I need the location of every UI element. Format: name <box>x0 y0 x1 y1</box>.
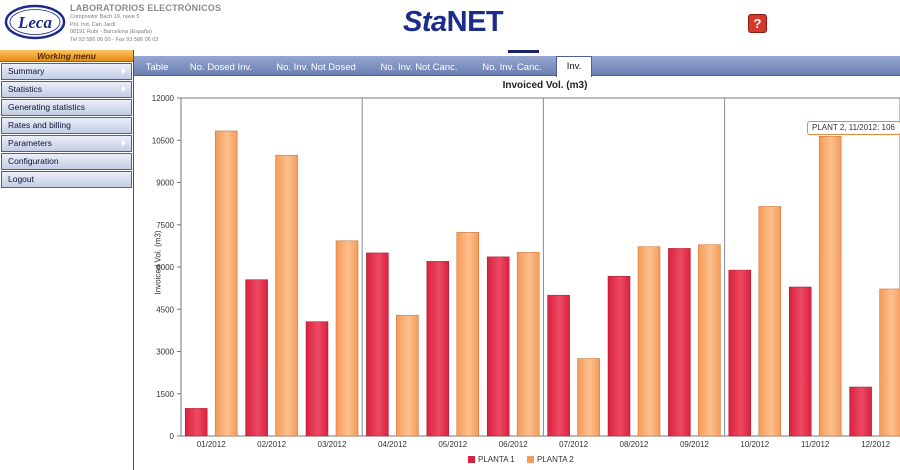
tab-no-inv-canc[interactable]: No. Inv. Canc. <box>482 62 542 73</box>
menu-item-generating-statistics[interactable]: Generating statistics <box>1 99 132 116</box>
address-line: Tel 93 586 06 00 - Fax 93 586 06 03 <box>70 36 159 43</box>
submenu-arrow-icon <box>122 86 126 92</box>
header: Leca LABORATORIOS ELECTRÓNICOS Composito… <box>0 0 900 50</box>
menu-item-label: Logout <box>8 174 34 184</box>
tab-no-inv-not-dosed[interactable]: No. Inv. Not Dosed <box>276 62 356 73</box>
y-tick-label: 4500 <box>156 305 174 314</box>
bar-planta-1[interactable] <box>184 408 208 437</box>
address-line: Pol. Ind. Can Jardí <box>70 21 116 28</box>
x-tick-label: 12/2012 <box>861 440 890 449</box>
legend-swatch <box>527 456 534 463</box>
sidebar-title: Working menu <box>0 50 133 62</box>
bar-planta-2[interactable] <box>698 244 721 437</box>
y-tick-label: 7500 <box>156 221 174 230</box>
bar-planta-2[interactable] <box>879 288 900 437</box>
x-tick-label: 09/2012 <box>680 440 709 449</box>
bar-planta-2[interactable] <box>818 136 842 437</box>
x-tick-label: 03/2012 <box>318 440 347 449</box>
app-title: StaNET <box>403 6 504 39</box>
submenu-arrow-icon <box>122 140 126 146</box>
tab-no-dosed-inv[interactable]: No. Dosed Inv. <box>189 62 253 73</box>
menu-item-label: Configuration <box>8 156 59 166</box>
leca-logo: Leca <box>4 4 66 40</box>
company-name: LABORATORIOS ELECTRÓNICOS <box>70 3 222 13</box>
y-tick-label: 1500 <box>156 390 174 399</box>
y-tick-label: 9000 <box>156 179 174 188</box>
menu-item-logout[interactable]: Logout <box>1 171 132 188</box>
menu-item-label: Summary <box>8 66 45 76</box>
y-tick-label: 12000 <box>152 94 175 103</box>
bar-planta-2[interactable] <box>214 130 238 437</box>
bar-planta-2[interactable] <box>396 314 419 437</box>
x-tick-label: 05/2012 <box>438 440 467 449</box>
bar-planta-1[interactable] <box>668 248 691 437</box>
x-tick-label: 08/2012 <box>620 440 649 449</box>
menu-item-label: Parameters <box>8 138 52 148</box>
chart-tooltip: PLANT 2, 11/2012: 106 <box>807 121 900 135</box>
bar-planta-1[interactable] <box>728 269 752 437</box>
menu-item-label: Statistics <box>8 84 43 94</box>
menu-item-label: Generating statistics <box>8 102 86 112</box>
menu-item-statistics[interactable]: Statistics <box>1 81 132 98</box>
y-tick-label: 0 <box>170 432 175 441</box>
menu-item-summary[interactable]: Summary <box>1 63 132 80</box>
bar-planta-2[interactable] <box>335 240 359 437</box>
chart-legend: PLANTA 1 PLANTA 2 <box>468 455 584 464</box>
bar-planta-2[interactable] <box>275 154 298 437</box>
bar-planta-2[interactable] <box>516 252 540 437</box>
x-tick-label: 11/2012 <box>801 440 830 449</box>
tab-no-inv-not-canc[interactable]: No. Inv. Not Canc. <box>380 62 458 73</box>
bar-planta-2[interactable] <box>456 232 480 437</box>
bar-planta-2[interactable] <box>577 358 600 437</box>
menu-item-label: Rates and billing <box>8 120 71 130</box>
question-icon: ? <box>753 16 762 31</box>
logo-text: Leca <box>17 13 52 32</box>
legend-entry[interactable]: PLANTA 1 <box>468 455 515 464</box>
bar-planta-1[interactable] <box>486 256 510 437</box>
bar-planta-1[interactable] <box>305 321 329 437</box>
bar-planta-1[interactable] <box>245 279 268 437</box>
bar-planta-1[interactable] <box>426 261 450 437</box>
help-button[interactable]: ? <box>748 14 767 33</box>
bar-planta-2[interactable] <box>637 246 661 437</box>
address-line: Compositor Bach 19, nave 5 <box>70 14 140 20</box>
menu-item-configuration[interactable]: Configuration <box>1 153 132 170</box>
x-tick-label: 07/2012 <box>559 440 588 449</box>
app-title-rest: NET <box>446 6 504 38</box>
chart-title: Invoiced Vol. (m3) <box>502 80 588 91</box>
legend-swatch <box>468 456 475 463</box>
x-tick-label: 10/2012 <box>740 440 769 449</box>
x-tick-label: 02/2012 <box>257 440 286 449</box>
x-tick-label: 06/2012 <box>499 440 528 449</box>
bar-planta-2[interactable] <box>758 206 782 437</box>
sidebar: Working menu Summary Statistics Generati… <box>0 50 134 470</box>
bar-planta-1[interactable] <box>849 386 872 437</box>
y-tick-label: 3000 <box>156 348 174 357</box>
x-tick-label: 01/2012 <box>197 440 226 449</box>
y-tick-label: 10500 <box>152 136 175 145</box>
tab-bar: Table No. Dosed Inv. No. Inv. Not Dosed … <box>134 50 900 78</box>
legend-label: PLANTA 1 <box>478 455 515 464</box>
company-info: LABORATORIOS ELECTRÓNICOS Compositor Bac… <box>70 3 221 44</box>
menu-item-parameters[interactable]: Parameters <box>1 135 132 152</box>
legend-label: PLANTA 2 <box>537 455 574 464</box>
address-line: 08191 Rubí - Barcelona (España) <box>70 29 152 35</box>
bar-planta-1[interactable] <box>607 276 631 437</box>
x-tick-label: 04/2012 <box>378 440 407 449</box>
bar-planta-1[interactable] <box>366 252 389 437</box>
bar-chart: 0 1500 3000 4500 6000 7500 9000 10500 12000 01/20… <box>152 94 900 449</box>
tab-strip <box>134 56 900 76</box>
tab-table[interactable]: Table <box>145 62 169 73</box>
app-title-italic: Sta <box>403 6 447 38</box>
legend-entry[interactable]: PLANTA 2 <box>527 455 574 464</box>
tab-inv[interactable]: Inv. <box>556 56 592 77</box>
tab-indicator <box>508 50 539 53</box>
submenu-arrow-icon <box>122 68 126 74</box>
y-tick-label: 6000 <box>156 263 174 272</box>
menu-item-rates-and-billing[interactable]: Rates and billing <box>1 117 132 134</box>
bar-planta-1[interactable] <box>788 286 812 437</box>
bar-planta-1[interactable] <box>547 294 570 437</box>
